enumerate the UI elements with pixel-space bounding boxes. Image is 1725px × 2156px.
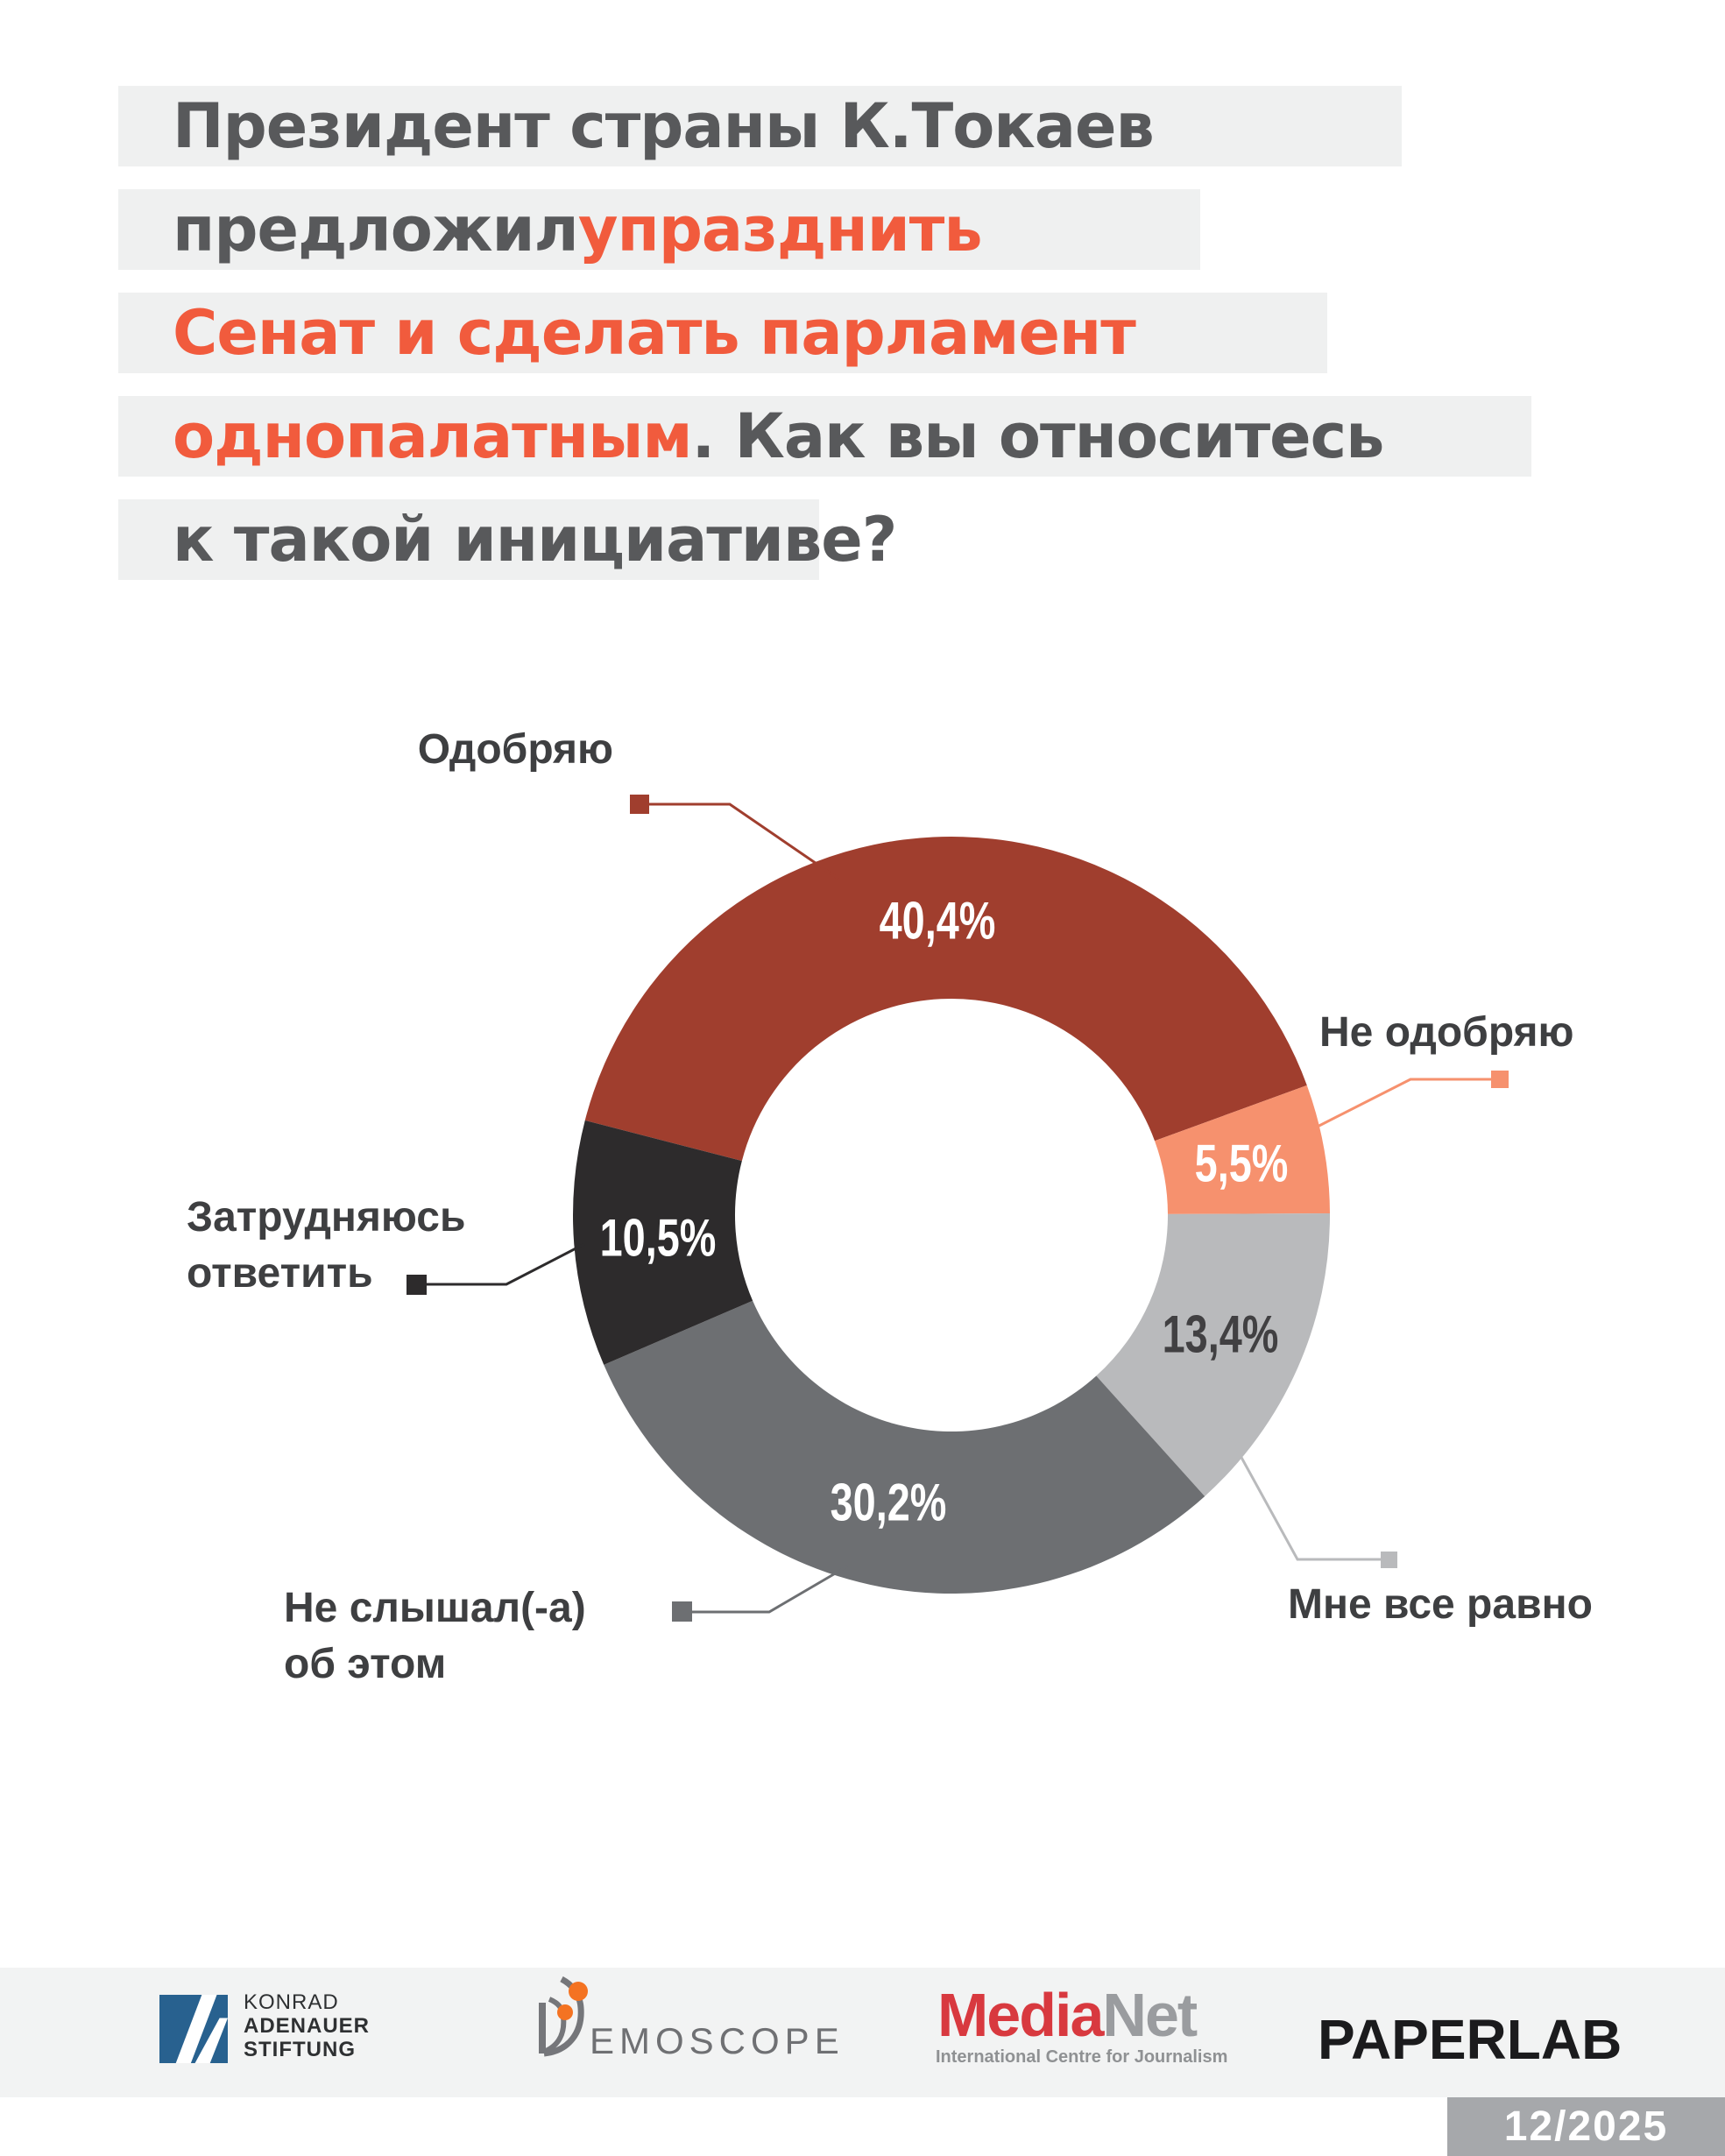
kas-line: ADENAUER (244, 2014, 371, 2038)
percent-label-3: 30,2% (830, 1473, 947, 1532)
title-text: предложил (173, 194, 579, 265)
slice-label-ne-odobryayu: Не одобряю (1319, 1005, 1574, 1061)
slice-label-text: Не слышал(-а) (284, 1585, 586, 1631)
connector-odobryayu (649, 802, 839, 880)
demoscope-dot-2 (557, 2004, 573, 2020)
percent-label-1: 5,5% (1194, 1134, 1289, 1193)
legend-marker-zatrudnyayus (407, 1275, 427, 1295)
slice-label-text: ответить (187, 1250, 373, 1297)
medianet-tagline: International Centre for Journalism (936, 2047, 1228, 2067)
title-line-1: Президент страны К.Токаев (118, 86, 1402, 166)
slice-label-zatrudnyayus: Затрудняюсь ответить (187, 1190, 466, 1302)
donut-slice-2 (1096, 1213, 1331, 1496)
kas-line: STIFTUNG (244, 2038, 356, 2061)
medianet-media: Media (937, 1981, 1104, 2049)
footer-band (0, 1968, 1725, 2097)
title-text-accent: Сенат и сделать парламент (173, 297, 1136, 369)
slice-label-text: Одобряю (417, 726, 613, 773)
title-line-4: однопалатным. Как вы относитесь (118, 396, 1531, 477)
kas-line: KONRAD (244, 1990, 339, 2014)
kas-logo-text: KONRAD ADENAUER STIFTUNG (244, 1990, 370, 2061)
slice-label-mne-vse-ravno: Мне все равно (1288, 1577, 1593, 1633)
donut-slice-1 (1155, 1085, 1330, 1214)
legend-marker-ne-odobryayu (1491, 1071, 1509, 1088)
slice-label-ne-slyshal: Не слышал(-а) об этом (284, 1580, 586, 1693)
konrad-adenauer-stiftung-logo (159, 1995, 228, 2063)
legend-marker-mne-vse-ravno (1381, 1552, 1397, 1568)
demoscope-logo-text: EMOSCOPE (590, 2020, 845, 2061)
legend-marker-odobryayu (630, 795, 649, 814)
percent-label-2: 13,4% (1162, 1304, 1279, 1364)
connector-ne-odobryayu (1308, 1078, 1491, 1133)
slice-label-odobryayu: Одобряю (333, 722, 613, 778)
medianet-logo: MediaNet (937, 1980, 1198, 2050)
date-badge: 12/2025 (1447, 2097, 1725, 2156)
title-text: . Как вы относитесь (691, 400, 1385, 472)
title-text-accent: упразднить (577, 194, 983, 265)
title-block: Президент страны К.Токаев предложил упра… (118, 86, 1531, 603)
title-line-2: предложил упразднить (118, 189, 1200, 270)
slice-label-text: об этом (284, 1641, 447, 1687)
slice-label-text: Мне все равно (1288, 1581, 1593, 1628)
donut-slice-4 (573, 1120, 753, 1365)
title-text-accent: однопалатным (173, 400, 693, 472)
medianet-net: Net (1102, 1981, 1198, 2049)
donut-slice-3 (604, 1300, 1205, 1594)
slice-label-text: Затрудняюсь (187, 1194, 466, 1241)
percent-label-0: 40,4% (879, 891, 996, 951)
demoscope-logo-mark (539, 1976, 588, 2057)
title-text: к такой инициативе? (173, 504, 897, 576)
paperlab-logo: PAPERLAB (1318, 2008, 1622, 2071)
connector-ne-slyshal (692, 1565, 848, 1614)
date-text: 12/2025 (1503, 2103, 1669, 2150)
percent-label-4: 10,5% (599, 1208, 717, 1268)
connector-mne-vse-ravno (1228, 1436, 1381, 1561)
title-line-3: Сенат и сделать парламент (118, 293, 1327, 373)
title-text: Президент страны К.Токаев (173, 90, 1155, 162)
title-line-5: к такой инициативе? (118, 499, 897, 580)
slice-label-text: Не одобряю (1319, 1009, 1574, 1056)
legend-marker-ne-slyshal (672, 1601, 692, 1622)
demoscope-dot-1 (569, 1982, 588, 2001)
donut-slice-0 (584, 837, 1307, 1162)
